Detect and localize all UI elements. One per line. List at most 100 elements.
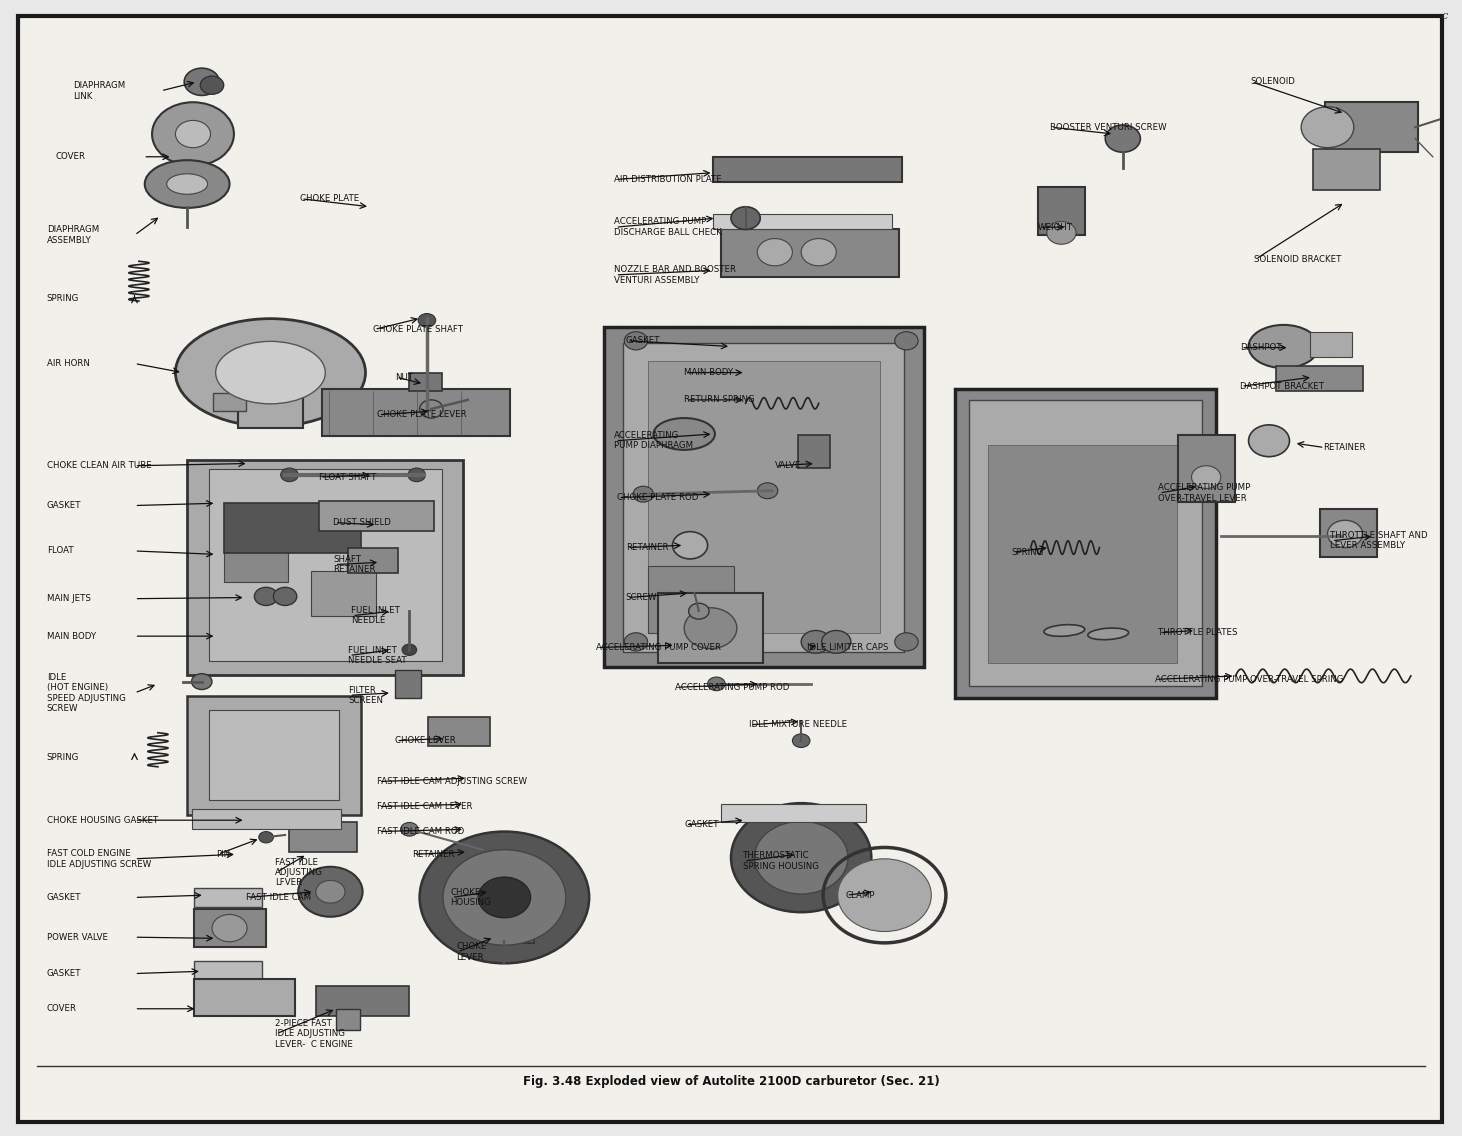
Ellipse shape bbox=[145, 160, 230, 208]
Circle shape bbox=[175, 120, 211, 148]
FancyBboxPatch shape bbox=[721, 229, 899, 277]
FancyBboxPatch shape bbox=[187, 460, 463, 675]
FancyBboxPatch shape bbox=[395, 670, 421, 698]
Text: POWER VALVE: POWER VALVE bbox=[47, 933, 108, 942]
Text: CHOKE
LEVER: CHOKE LEVER bbox=[456, 942, 487, 962]
Text: COVER: COVER bbox=[47, 1004, 77, 1013]
Text: FUEL INLET
NEEDLE: FUEL INLET NEEDLE bbox=[351, 605, 399, 626]
Circle shape bbox=[801, 239, 836, 266]
Ellipse shape bbox=[1249, 325, 1319, 368]
Text: VALVE: VALVE bbox=[775, 461, 801, 470]
FancyBboxPatch shape bbox=[194, 979, 295, 1016]
FancyBboxPatch shape bbox=[1038, 187, 1085, 235]
Text: Fig. 3.48 Exploded view of Autolite 2100D carburetor (Sec. 21): Fig. 3.48 Exploded view of Autolite 2100… bbox=[522, 1075, 940, 1088]
Text: PIN: PIN bbox=[216, 850, 231, 859]
Text: FLOAT: FLOAT bbox=[47, 546, 73, 556]
Circle shape bbox=[192, 674, 212, 690]
FancyBboxPatch shape bbox=[289, 822, 357, 852]
Ellipse shape bbox=[1088, 628, 1129, 640]
Text: CHOKE HOUSING GASKET: CHOKE HOUSING GASKET bbox=[47, 816, 158, 825]
FancyBboxPatch shape bbox=[18, 16, 1442, 1122]
FancyBboxPatch shape bbox=[491, 895, 534, 943]
Text: RETAINER: RETAINER bbox=[412, 850, 455, 859]
FancyBboxPatch shape bbox=[409, 373, 442, 391]
FancyBboxPatch shape bbox=[238, 378, 303, 428]
Text: IDLE MIXTURE NEEDLE: IDLE MIXTURE NEEDLE bbox=[749, 720, 846, 729]
FancyBboxPatch shape bbox=[209, 710, 339, 800]
Circle shape bbox=[212, 914, 247, 942]
FancyBboxPatch shape bbox=[713, 157, 902, 182]
Text: NOZZLE BAR AND BOOSTER
VENTURI ASSEMBLY: NOZZLE BAR AND BOOSTER VENTURI ASSEMBLY bbox=[614, 265, 735, 285]
Text: SCREW: SCREW bbox=[626, 593, 658, 602]
Circle shape bbox=[801, 630, 830, 653]
Text: SPRING: SPRING bbox=[47, 753, 79, 762]
Text: GASKET: GASKET bbox=[47, 893, 82, 902]
Circle shape bbox=[420, 832, 589, 963]
FancyBboxPatch shape bbox=[336, 1009, 360, 1030]
Text: FAST IDLE CAM ADJUSTING SCREW: FAST IDLE CAM ADJUSTING SCREW bbox=[377, 777, 528, 786]
Text: FLOAT SHAFT: FLOAT SHAFT bbox=[319, 473, 376, 482]
Text: DIAPHRAGM
LINK: DIAPHRAGM LINK bbox=[73, 81, 126, 101]
Text: RETAINER: RETAINER bbox=[1323, 443, 1366, 452]
Circle shape bbox=[418, 314, 436, 327]
FancyBboxPatch shape bbox=[623, 343, 904, 652]
Ellipse shape bbox=[167, 174, 208, 194]
Ellipse shape bbox=[175, 318, 366, 426]
Circle shape bbox=[478, 877, 531, 918]
Text: CHOKE CLEAN AIR TUBE: CHOKE CLEAN AIR TUBE bbox=[47, 461, 152, 470]
Text: 2-PIECE FAST
IDLE ADJUSTING
LEVER-  C ENGINE: 2-PIECE FAST IDLE ADJUSTING LEVER- C ENG… bbox=[275, 1019, 352, 1049]
FancyBboxPatch shape bbox=[319, 501, 434, 531]
Ellipse shape bbox=[1044, 625, 1085, 636]
FancyBboxPatch shape bbox=[648, 361, 880, 633]
Text: RETAINER: RETAINER bbox=[626, 543, 668, 552]
Circle shape bbox=[420, 400, 443, 418]
Text: THROTTLE SHAFT AND
LEVER ASSEMBLY: THROTTLE SHAFT AND LEVER ASSEMBLY bbox=[1330, 531, 1428, 551]
Circle shape bbox=[822, 630, 851, 653]
Circle shape bbox=[402, 644, 417, 655]
Circle shape bbox=[757, 239, 792, 266]
Circle shape bbox=[443, 850, 566, 945]
Text: GASKET: GASKET bbox=[626, 336, 661, 345]
Circle shape bbox=[633, 486, 654, 502]
Circle shape bbox=[895, 332, 918, 350]
Circle shape bbox=[792, 734, 810, 747]
FancyBboxPatch shape bbox=[713, 214, 892, 229]
Circle shape bbox=[1249, 425, 1289, 457]
Ellipse shape bbox=[654, 418, 715, 450]
Text: DUST SHIELD: DUST SHIELD bbox=[333, 518, 392, 527]
Text: AIR HORN: AIR HORN bbox=[47, 359, 89, 368]
Text: GASKET: GASKET bbox=[47, 501, 82, 510]
Text: ACCELERATING PUMP
DISCHARGE BALL CHECK: ACCELERATING PUMP DISCHARGE BALL CHECK bbox=[614, 217, 722, 237]
FancyBboxPatch shape bbox=[1313, 149, 1380, 190]
Text: SOLENOID: SOLENOID bbox=[1250, 77, 1295, 86]
Circle shape bbox=[200, 76, 224, 94]
Text: SPRING: SPRING bbox=[47, 294, 79, 303]
Circle shape bbox=[1047, 222, 1076, 244]
Text: ACCELERATING PUMP
OVER-TRAVEL LEVER: ACCELERATING PUMP OVER-TRAVEL LEVER bbox=[1158, 483, 1250, 503]
FancyBboxPatch shape bbox=[187, 696, 361, 815]
FancyBboxPatch shape bbox=[192, 809, 341, 829]
Text: FAST IDLE CAM LEVER: FAST IDLE CAM LEVER bbox=[377, 802, 472, 811]
Circle shape bbox=[254, 587, 278, 605]
Text: GASKET: GASKET bbox=[684, 820, 719, 829]
Text: RETURN SPRING: RETURN SPRING bbox=[684, 395, 754, 404]
FancyBboxPatch shape bbox=[224, 520, 288, 582]
FancyBboxPatch shape bbox=[224, 503, 361, 553]
FancyBboxPatch shape bbox=[955, 389, 1216, 698]
FancyBboxPatch shape bbox=[648, 566, 734, 633]
FancyBboxPatch shape bbox=[988, 445, 1177, 663]
Circle shape bbox=[1192, 466, 1221, 488]
Circle shape bbox=[684, 608, 737, 649]
FancyBboxPatch shape bbox=[213, 393, 246, 411]
Circle shape bbox=[184, 68, 219, 95]
Circle shape bbox=[838, 859, 931, 932]
Circle shape bbox=[895, 633, 918, 651]
Text: CHOKE PLATE ROD: CHOKE PLATE ROD bbox=[617, 493, 699, 502]
Circle shape bbox=[689, 603, 709, 619]
FancyBboxPatch shape bbox=[604, 327, 924, 667]
Text: DASHPOT BRACKET: DASHPOT BRACKET bbox=[1240, 382, 1323, 391]
Text: ACCELERATING PUMP COVER: ACCELERATING PUMP COVER bbox=[596, 643, 721, 652]
FancyBboxPatch shape bbox=[316, 986, 409, 1016]
Circle shape bbox=[401, 822, 418, 836]
Circle shape bbox=[259, 832, 273, 843]
